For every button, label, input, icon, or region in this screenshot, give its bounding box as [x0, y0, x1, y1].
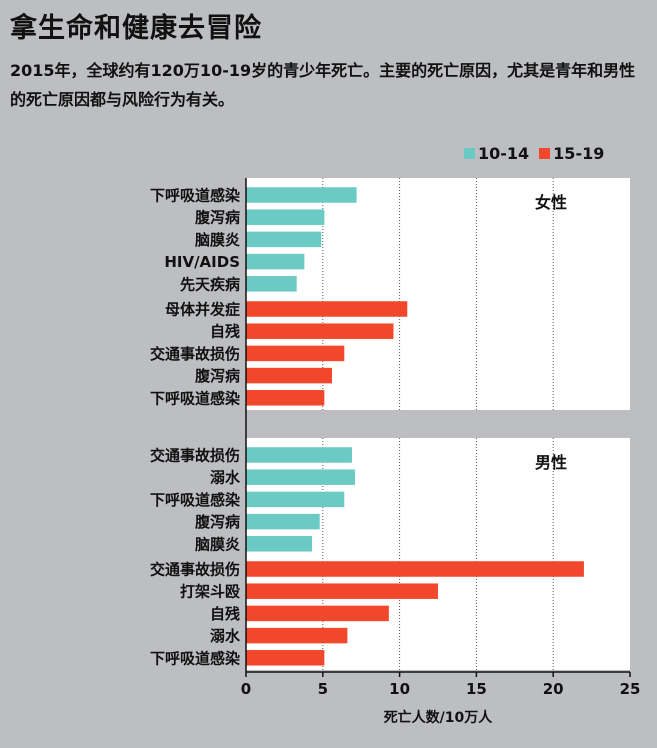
category-label: 下呼吸道感染 — [150, 389, 241, 407]
category-label: 脑膜炎 — [195, 231, 240, 249]
legend-swatch-15-19 — [539, 148, 551, 159]
category-label: 自残 — [210, 605, 240, 623]
bar — [246, 345, 345, 362]
bar — [246, 276, 297, 292]
bar — [246, 583, 438, 599]
chart-subtitle: 2015年，全球约有120万10-19岁的青少年死亡。主要的死亡原因，尤其是青年… — [10, 61, 636, 109]
x-tick-label: 25 — [620, 680, 641, 698]
x-axis-label: 死亡人数/10万人 — [383, 709, 494, 726]
legend: 10-14 15-19 — [464, 144, 614, 163]
x-tick-label: 20 — [543, 680, 564, 698]
panel-label: 男性 — [535, 453, 567, 472]
chart-title: 拿生命和健康去冒险 — [10, 13, 262, 44]
bar — [246, 491, 345, 508]
panel-label: 女性 — [535, 193, 567, 212]
bar — [246, 536, 313, 552]
bar — [246, 447, 352, 463]
category-label: 腹泻病 — [195, 513, 240, 531]
category-label: 溺水 — [210, 627, 241, 645]
category-label: 交通事故损伤 — [150, 447, 240, 465]
category-label: 交通事故损伤 — [150, 345, 240, 363]
category-label: 脑膜炎 — [195, 535, 240, 553]
bar — [246, 390, 325, 406]
category-label: 自残 — [210, 323, 240, 341]
category-label: 下呼吸道感染 — [150, 491, 241, 509]
bar — [246, 513, 320, 530]
legend-swatch-10-14 — [464, 148, 475, 159]
bar — [246, 231, 322, 248]
legend-label-10-14: 10-14 — [478, 144, 530, 163]
bar — [246, 650, 325, 666]
category-label: 腹泻病 — [195, 367, 240, 385]
legend-item-10-14: 10-14 — [464, 144, 529, 163]
category-label: 先天疾病 — [180, 275, 240, 293]
bar — [246, 253, 305, 270]
bar — [246, 301, 408, 317]
bar — [246, 605, 389, 622]
category-label: 交通事故损伤 — [150, 561, 240, 579]
category-label: 腹泻病 — [195, 209, 240, 227]
bar — [246, 627, 348, 644]
legend-item-15-19: 15-19 — [539, 144, 604, 163]
x-tick-label: 0 — [241, 680, 251, 698]
category-label: 下呼吸道感染 — [150, 187, 241, 205]
bar — [246, 469, 356, 485]
category-label: 母体并发症 — [165, 301, 240, 319]
x-tick-label: 10 — [389, 680, 410, 698]
bar — [246, 187, 357, 203]
category-label: 溺水 — [210, 469, 241, 487]
bar — [246, 323, 394, 339]
category-label: 打架斗殴 — [180, 583, 240, 601]
x-tick-label: 5 — [318, 680, 328, 698]
category-label: HIV/AIDS — [164, 253, 240, 271]
bar — [246, 209, 325, 225]
legend-label-15-19: 15-19 — [553, 144, 605, 163]
bar — [246, 561, 584, 577]
bar — [246, 367, 333, 384]
x-tick-label: 15 — [466, 680, 487, 698]
category-label: 下呼吸道感染 — [150, 649, 241, 667]
